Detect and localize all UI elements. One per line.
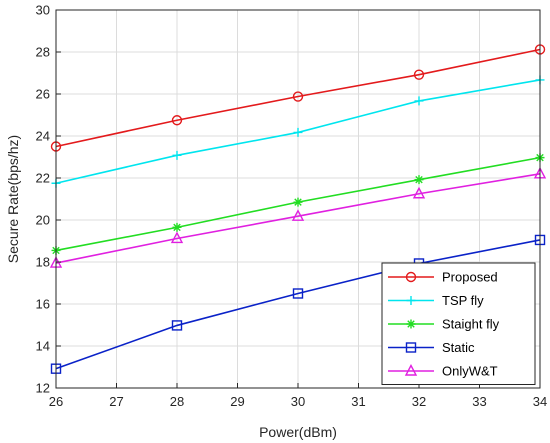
legend-label: Proposed <box>442 270 498 285</box>
legend-marker <box>405 342 417 353</box>
data-point <box>291 209 305 221</box>
x-tick-label: 27 <box>109 394 123 409</box>
data-point <box>414 175 424 185</box>
series-line-0 <box>55 48 541 148</box>
y-tick-label: 16 <box>36 297 50 312</box>
data-point <box>170 231 184 244</box>
legend-marker <box>406 319 416 329</box>
y-tick-label: 14 <box>36 339 50 354</box>
y-tick-label: 30 <box>36 3 50 18</box>
data-point <box>171 115 183 126</box>
legend-label: Static <box>442 340 475 355</box>
x-axis-label: Power(dBm) <box>259 424 337 440</box>
series-line-3 <box>55 239 541 370</box>
y-tick-label: 22 <box>36 171 50 186</box>
y-axis-label: Secure Rate(bps/hz) <box>5 135 21 263</box>
legend-marker <box>404 363 418 376</box>
data-point <box>414 96 424 106</box>
x-tick-label: 28 <box>170 394 184 409</box>
x-tick-label: 30 <box>291 394 305 409</box>
data-point <box>412 186 426 199</box>
legend-marker <box>405 271 417 283</box>
data-point <box>413 69 425 80</box>
x-tick-label: 32 <box>412 394 426 409</box>
data-point <box>293 127 303 137</box>
x-tick-label: 29 <box>230 394 244 409</box>
legend-marker <box>406 296 416 305</box>
x-axis-ticks: 26 27 28 29 30 31 32 33 34 <box>49 383 547 409</box>
series-line-4 <box>55 173 541 264</box>
data-point <box>292 288 304 299</box>
y-tick-label: 28 <box>36 45 50 60</box>
data-point <box>292 91 304 102</box>
y-axis-ticks: 12 14 16 18 20 22 24 26 28 30 <box>36 3 61 396</box>
data-point <box>171 320 183 331</box>
data-point <box>172 150 182 160</box>
x-tick-label: 26 <box>49 394 63 409</box>
legend-label: OnlyW&T <box>442 364 498 379</box>
y-tick-label: 12 <box>36 381 50 396</box>
y-tick-label: 20 <box>36 213 50 228</box>
data-point <box>293 197 303 207</box>
x-tick-label: 33 <box>472 394 486 409</box>
y-tick-label: 26 <box>36 87 50 102</box>
legend-label: TSP fly <box>442 293 484 308</box>
x-tick-label: 34 <box>533 394 547 409</box>
legend-label: Staight fly <box>442 317 500 332</box>
legend: Proposed TSP fly Staight fly Static OnlyW&T <box>381 262 536 385</box>
y-tick-label: 18 <box>36 255 50 270</box>
y-tick-label: 24 <box>36 129 50 144</box>
data-point <box>172 222 182 232</box>
x-tick-label: 31 <box>351 394 365 409</box>
